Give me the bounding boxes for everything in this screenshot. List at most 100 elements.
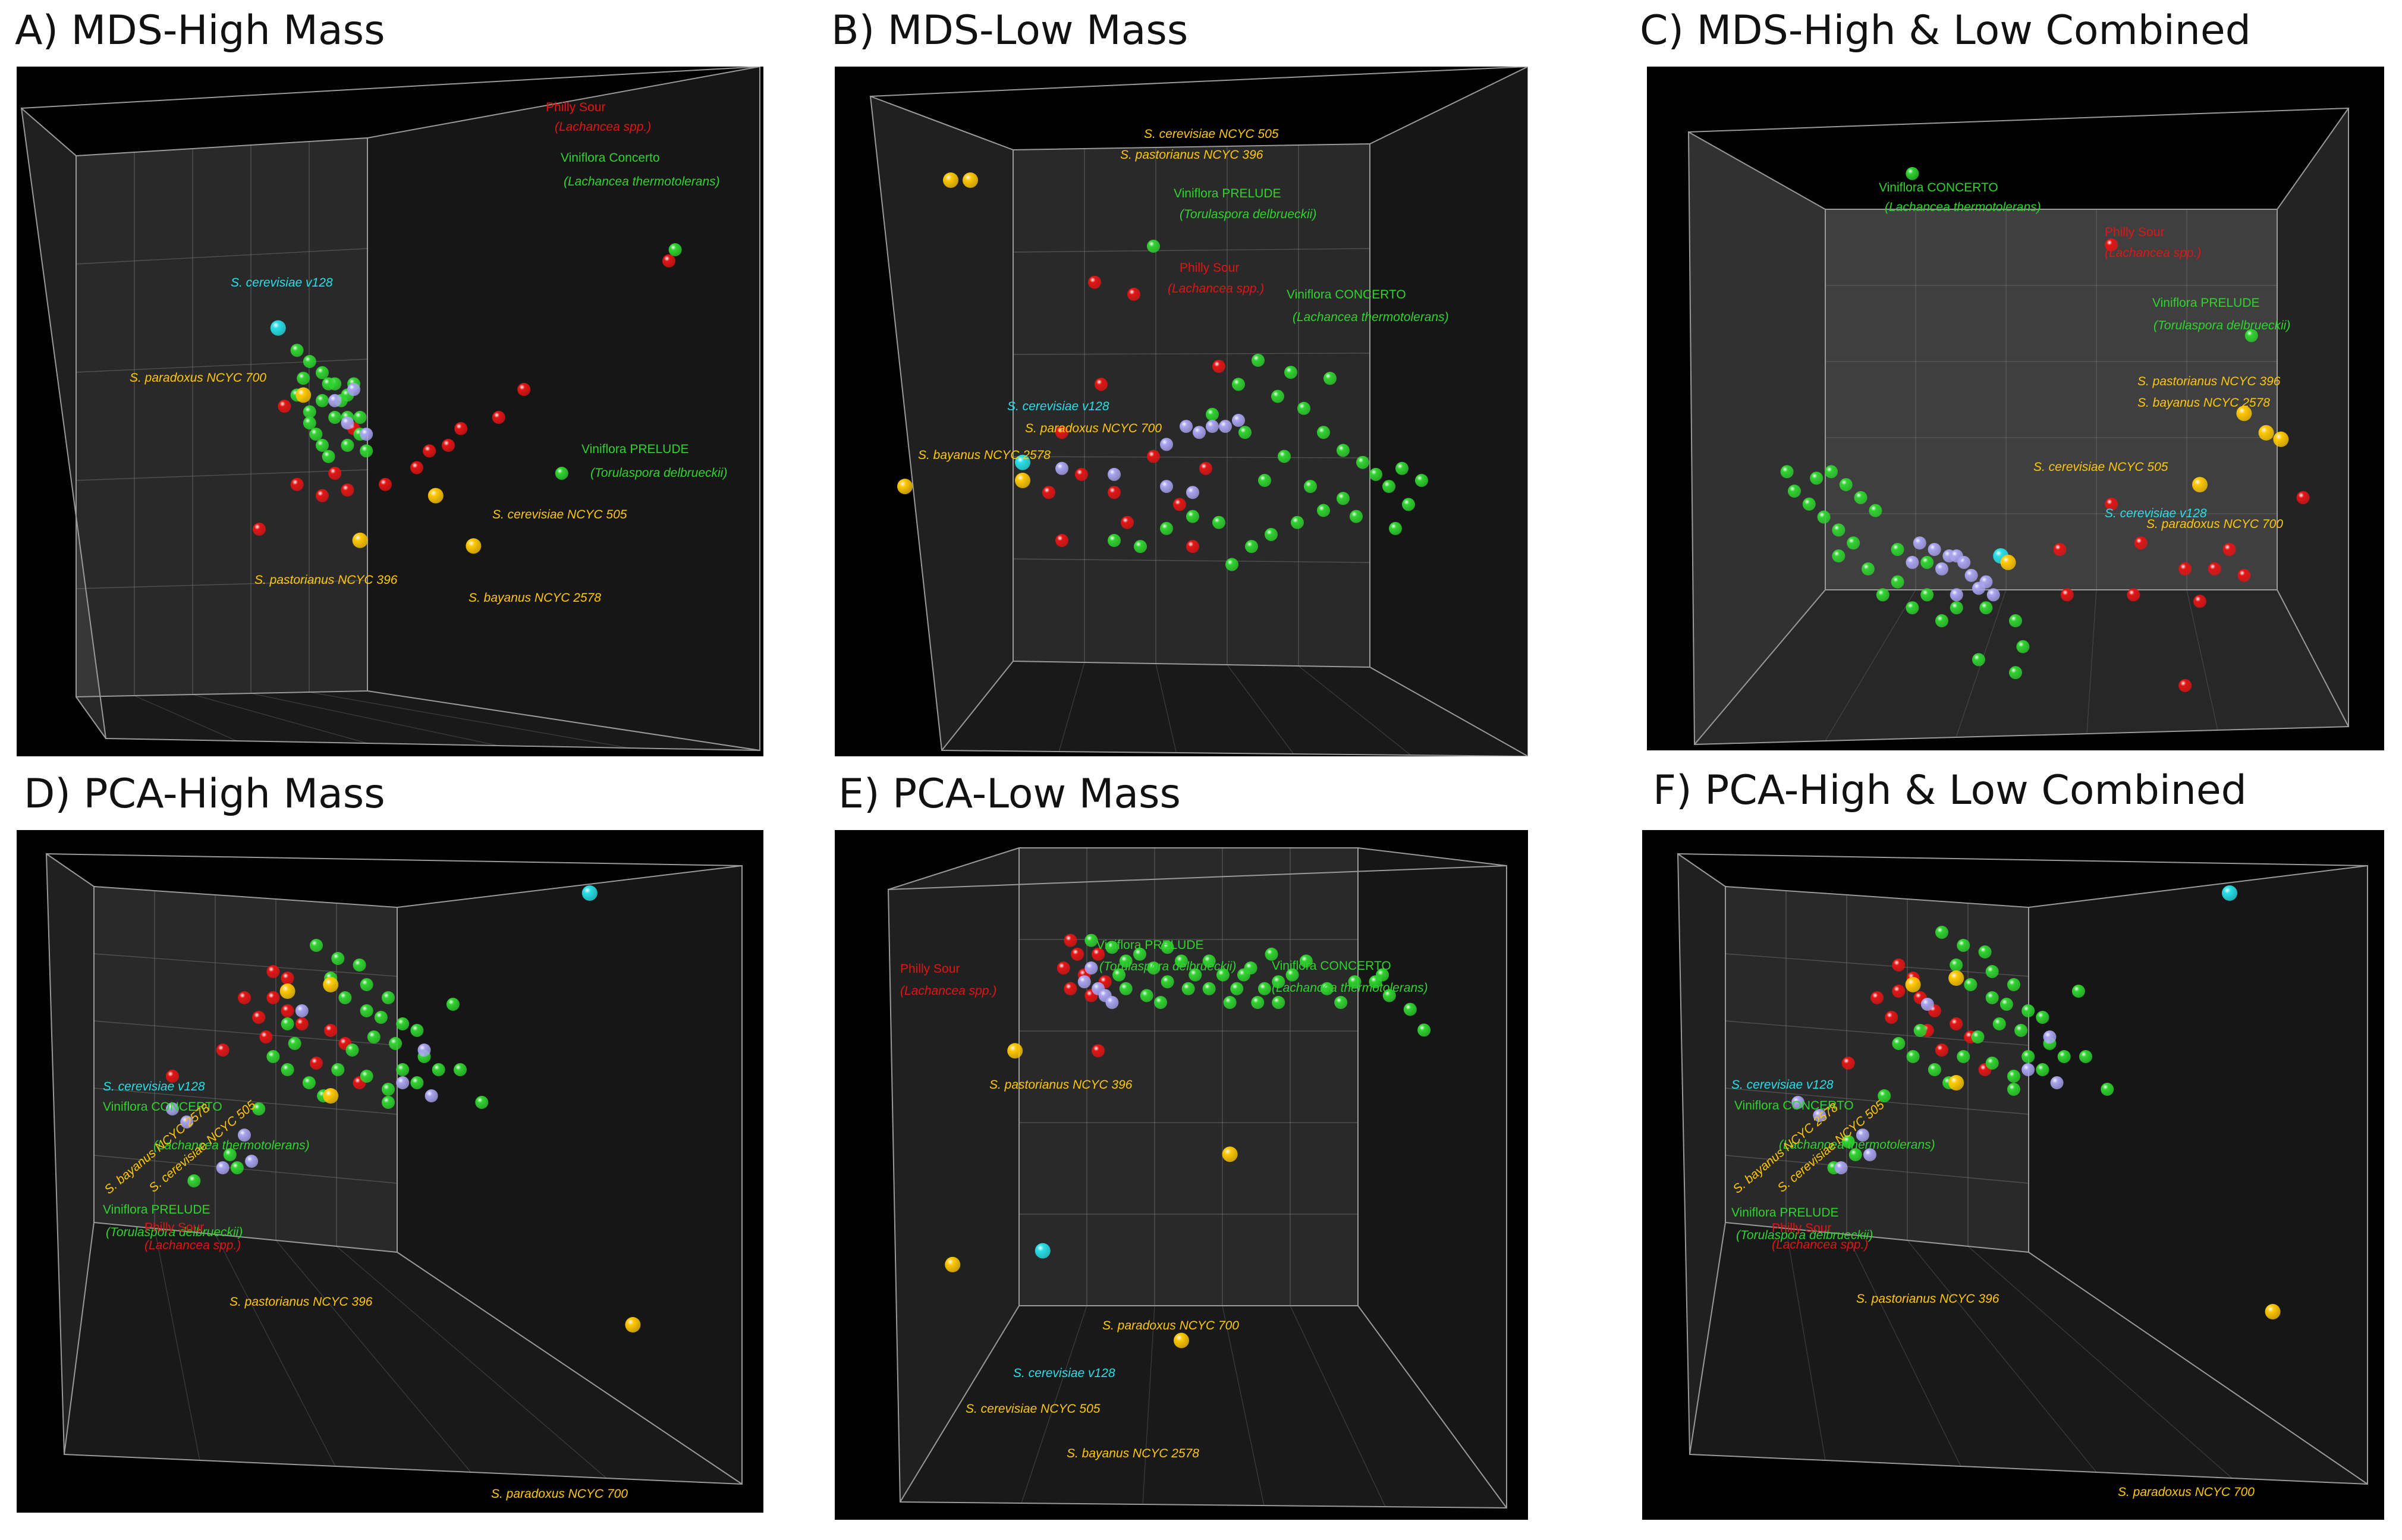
cube-edges <box>45 853 743 1485</box>
data-point-green <box>1160 521 1173 535</box>
data-point-lavender <box>328 394 342 407</box>
data-point-red <box>216 1044 229 1057</box>
data-point-green <box>1376 968 1389 982</box>
data-point-green <box>1285 968 1299 982</box>
point-label: Viniflora PRELUDE <box>2152 296 2260 310</box>
cube-edge <box>367 690 760 751</box>
data-point-yellow <box>427 488 444 504</box>
data-point-yellow <box>1948 1075 1964 1090</box>
data-point-green <box>1337 444 1350 457</box>
data-point-red <box>1950 1017 1963 1030</box>
data-point-lavender <box>1856 1129 1869 1142</box>
data-point-green <box>1108 534 1121 547</box>
data-point-lavender <box>1105 996 1119 1009</box>
point-label: S. cerevisiae v128 <box>231 276 333 290</box>
data-point-lavender <box>180 1115 194 1129</box>
data-point-red <box>1199 461 1212 475</box>
data-point-green <box>1265 527 1278 541</box>
data-point-red <box>1064 934 1077 947</box>
data-point-lavender <box>417 1044 431 1057</box>
data-point-green <box>1950 601 1963 615</box>
data-point-yellow <box>2258 425 2274 441</box>
grid-line <box>93 1155 398 1184</box>
grid-line <box>2086 589 2097 734</box>
data-point-green <box>1181 982 1195 995</box>
cube-edges <box>1677 853 2368 1485</box>
data-points <box>897 172 1428 571</box>
data-point-red <box>2237 568 2251 582</box>
data-point-green <box>1780 465 1794 479</box>
cube-faces <box>1678 854 2368 1484</box>
grid-line <box>1907 1240 2097 1473</box>
data-point-green <box>309 428 323 441</box>
chart-svg-a: Philly Sour (Lachancea spp.) Viniflora Con… <box>20 67 760 752</box>
grid-line <box>1155 663 1177 753</box>
data-point-red <box>379 477 392 491</box>
data-points <box>945 934 1431 1349</box>
data-point-green <box>1906 1050 1920 1063</box>
data-point-lavender <box>1863 1148 1876 1161</box>
data-point-red <box>492 411 505 424</box>
data-point-green <box>367 1030 381 1044</box>
data-point-lavender <box>1928 543 1941 557</box>
point-label: S. pastorianus NCYC 396 <box>1856 1292 1999 1306</box>
cube-edge <box>76 696 106 739</box>
data-point-yellow <box>295 387 312 403</box>
grid-line <box>76 248 368 265</box>
data-point-green <box>1957 939 1970 952</box>
data-point-green <box>1202 982 1216 995</box>
data-point-green <box>331 1063 345 1076</box>
data-point-lavender <box>1791 1096 1804 1109</box>
data-point-green <box>396 1017 410 1030</box>
data-point-lavender <box>1193 426 1206 439</box>
data-point-lavender <box>396 1076 410 1089</box>
data-point-red <box>1092 1044 1105 1058</box>
chart-panel-d: S. cerevisiae v128 Viniflora CONCERTO (Lac… <box>17 830 763 1513</box>
data-point-red <box>1147 450 1160 463</box>
grid-line <box>1725 1155 2029 1184</box>
point-label: (Lachancea spp.) <box>2105 246 2201 260</box>
cube-edge <box>367 67 760 139</box>
grid-line <box>1825 589 1916 741</box>
data-point-lavender <box>1913 536 1926 550</box>
point-label: S. pastorianus NCYC 396 <box>2137 375 2281 388</box>
grid-line <box>275 1240 471 1473</box>
data-point-green <box>2036 1011 2049 1024</box>
data-point-red <box>266 991 280 1004</box>
data-point-red <box>310 1057 323 1070</box>
grid-line <box>93 953 398 977</box>
data-point-green <box>1839 478 1853 492</box>
point-label: Viniflora PRELUDE <box>1731 1206 1839 1220</box>
grid-line <box>192 694 368 744</box>
point-label: S. bayanus NCYC 2578 <box>1067 1447 1199 1460</box>
data-point-green <box>1323 372 1337 385</box>
chart-svg-c: Viniflora CONCERTO (Lachancea thermotoler… <box>1687 107 2349 746</box>
chart-svg-b: S. cerevisiae NCYC 505 S. pastorianus NCY… <box>869 67 1528 756</box>
data-point-green <box>1847 536 1860 550</box>
grid-line <box>1013 456 1370 458</box>
cube-right-wall <box>397 866 742 1484</box>
data-point-red <box>1088 275 1101 289</box>
point-label: (Torulaspora delbrueckii) <box>1736 1228 1873 1242</box>
data-point-green <box>1258 474 1271 487</box>
point-label: (Torulaspora delbrueckii) <box>1180 208 1316 221</box>
data-point-green <box>1230 982 1244 995</box>
cube-right-wall <box>1370 67 1528 756</box>
point-label: Viniflora PRELUDE <box>1174 187 1281 200</box>
data-point-green <box>1906 166 1919 180</box>
data-point-green <box>2014 1024 2028 1037</box>
point-label: Philly Sour <box>900 962 960 976</box>
grid-line <box>1227 664 1294 755</box>
data-point-green <box>1402 498 1415 511</box>
data-point-red <box>316 489 329 502</box>
point-label: (Lachancea spp.) <box>144 1239 241 1252</box>
data-point-cyan <box>581 885 598 901</box>
cube-edge <box>870 96 1014 150</box>
data-point-green <box>1832 523 1845 537</box>
data-point-red <box>281 1004 294 1017</box>
point-label: (Lachancea spp.) <box>900 984 996 998</box>
data-point-red <box>2127 588 2140 602</box>
data-point-red <box>253 523 266 536</box>
data-point-green <box>303 405 316 419</box>
data-point-red <box>2296 491 2310 504</box>
